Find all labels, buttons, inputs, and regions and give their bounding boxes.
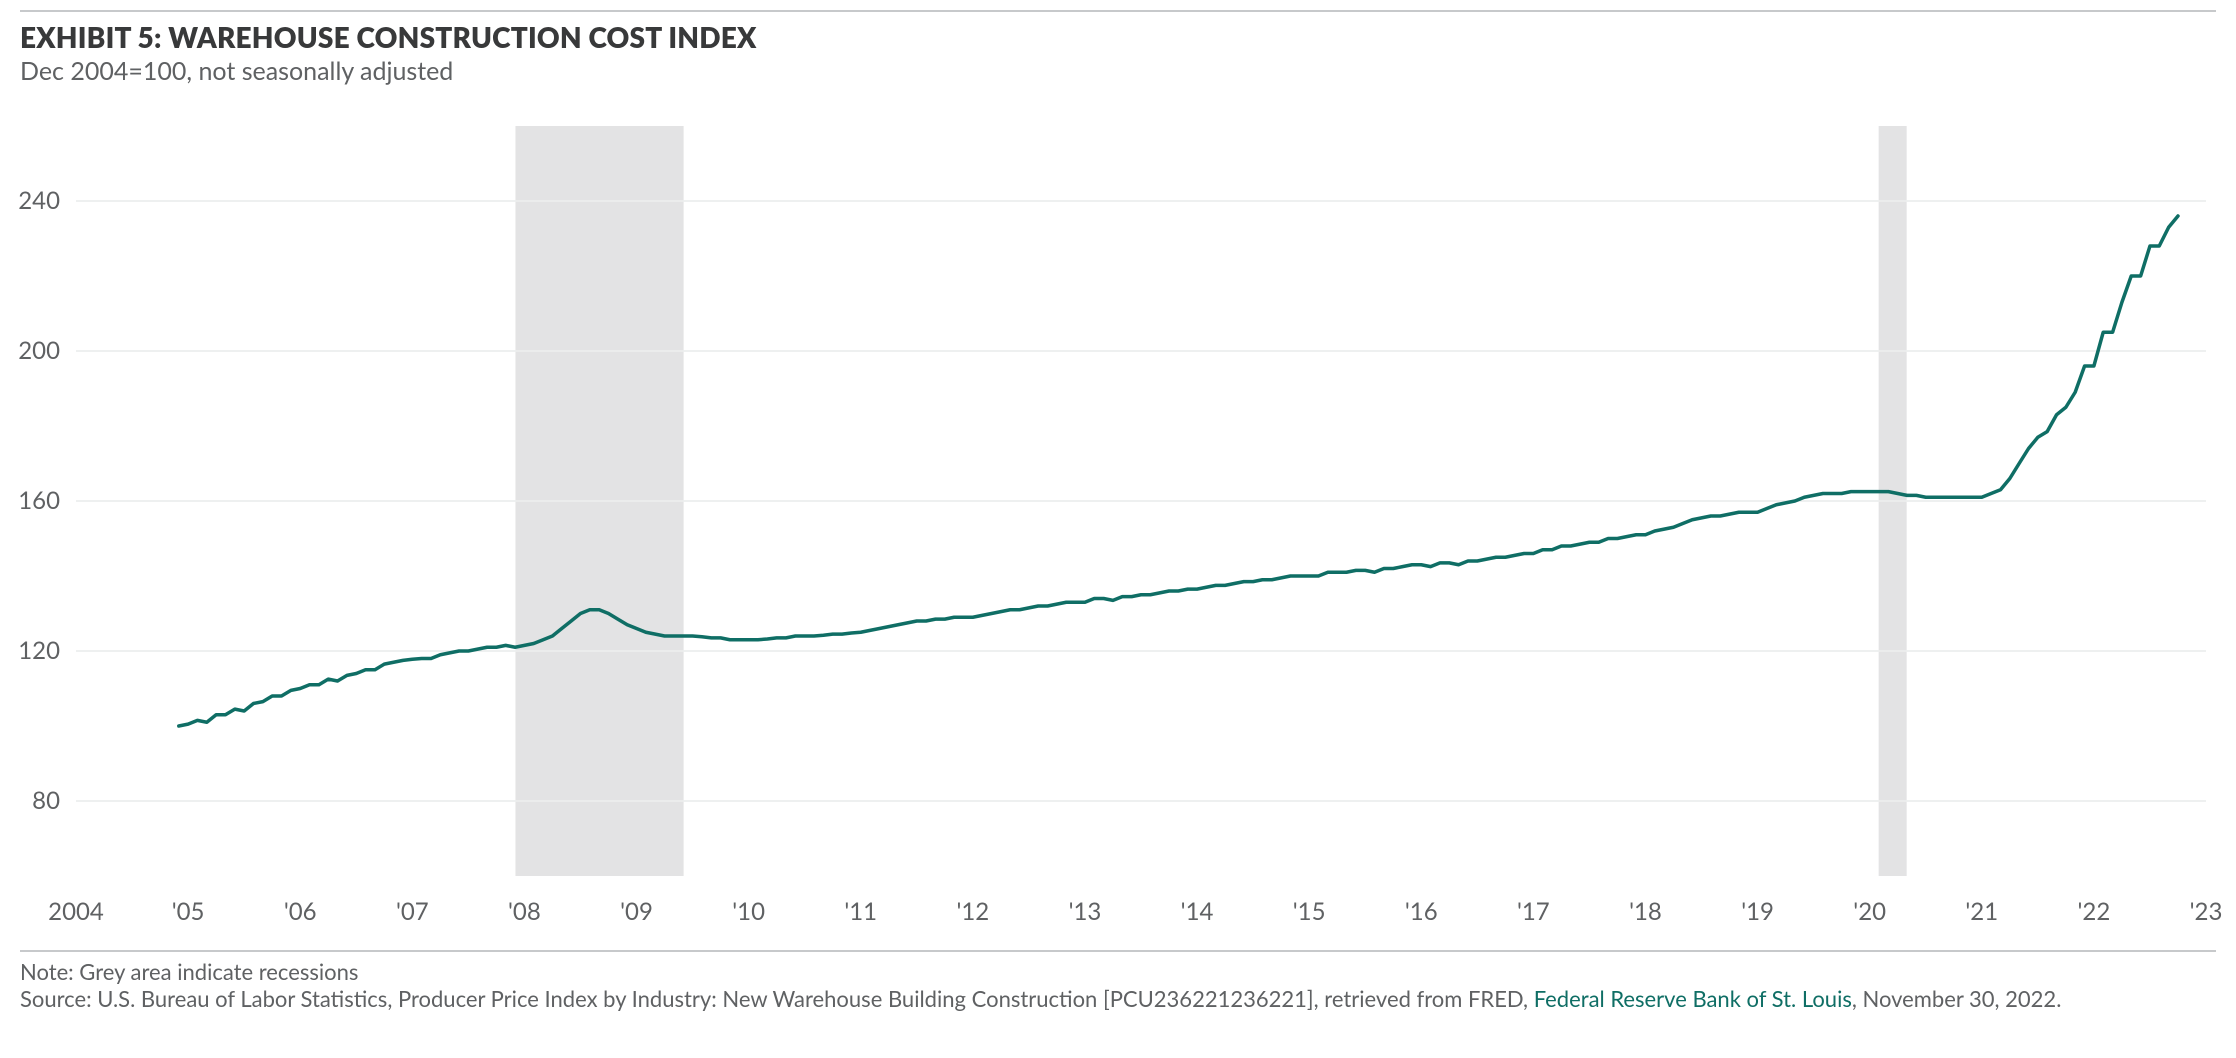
chart-area: 80 120 160 200 240 2004 '05 '06 '07 '08 '09 '10 '11 '…	[20, 116, 2216, 936]
x-axis-tick-label: '10	[732, 897, 765, 926]
x-axis-tick-label: '16	[1405, 897, 1438, 926]
line-chart-svg: 80 120 160 200 240 2004 '05 '06 '07 '08 '09 '10 '11 '…	[20, 116, 2216, 936]
y-axis-tick-label: 120	[18, 636, 60, 665]
x-axis-tick-label: 2004	[48, 897, 104, 926]
y-axis-tick-label: 160	[18, 486, 60, 515]
y-axis-tick-label: 200	[18, 336, 60, 365]
top-rule	[20, 10, 2216, 12]
x-axis-tick-label: '15	[1293, 897, 1326, 926]
x-axis-tick-label: '23	[2190, 897, 2223, 926]
chart-footer: Note: Grey area indicate recessions Sour…	[20, 958, 2216, 1012]
footer-source: Source: U.S. Bureau of Labor Statistics,…	[20, 985, 2216, 1012]
x-axis-tick-label: '22	[2078, 897, 2111, 926]
exhibit-container: EXHIBIT 5: WAREHOUSE CONSTRUCTION COST I…	[0, 0, 2236, 1058]
footer-source-link[interactable]: Federal Reserve Bank of St. Louis	[1534, 985, 1852, 1012]
cost-index-line	[179, 216, 2178, 726]
x-axis-tick-label: '17	[1517, 897, 1550, 926]
x-axis-tick-label: '11	[844, 897, 877, 926]
footer-source-suffix: , November 30, 2022.	[1852, 985, 2062, 1012]
x-axis-tick-label: '20	[1853, 897, 1886, 926]
footer-source-prefix: Source: U.S. Bureau of Labor Statistics,…	[20, 985, 1534, 1012]
x-axis-tick-label: '19	[1741, 897, 1774, 926]
y-axis-tick-label: 240	[18, 186, 60, 215]
x-axis-tick-label: '12	[956, 897, 989, 926]
x-axis-tick-label: '21	[1965, 897, 1998, 926]
chart-subtitle: Dec 2004=100, not seasonally adjusted	[20, 56, 2216, 86]
x-axis-tick-label: '07	[396, 897, 429, 926]
x-axis-tick-label: '06	[284, 897, 317, 926]
y-axis-tick-label: 80	[32, 786, 60, 815]
x-axis-tick-label: '05	[172, 897, 205, 926]
x-axis-tick-label: '08	[508, 897, 541, 926]
chart-title: EXHIBIT 5: WAREHOUSE CONSTRUCTION COST I…	[20, 20, 2216, 54]
x-axis-tick-label: '13	[1069, 897, 1102, 926]
x-axis-tick-label: '09	[620, 897, 653, 926]
bottom-rule	[20, 950, 2216, 952]
footer-note: Note: Grey area indicate recessions	[20, 958, 2216, 985]
x-axis-tick-label: '18	[1629, 897, 1662, 926]
x-axis-tick-label: '14	[1181, 897, 1214, 926]
